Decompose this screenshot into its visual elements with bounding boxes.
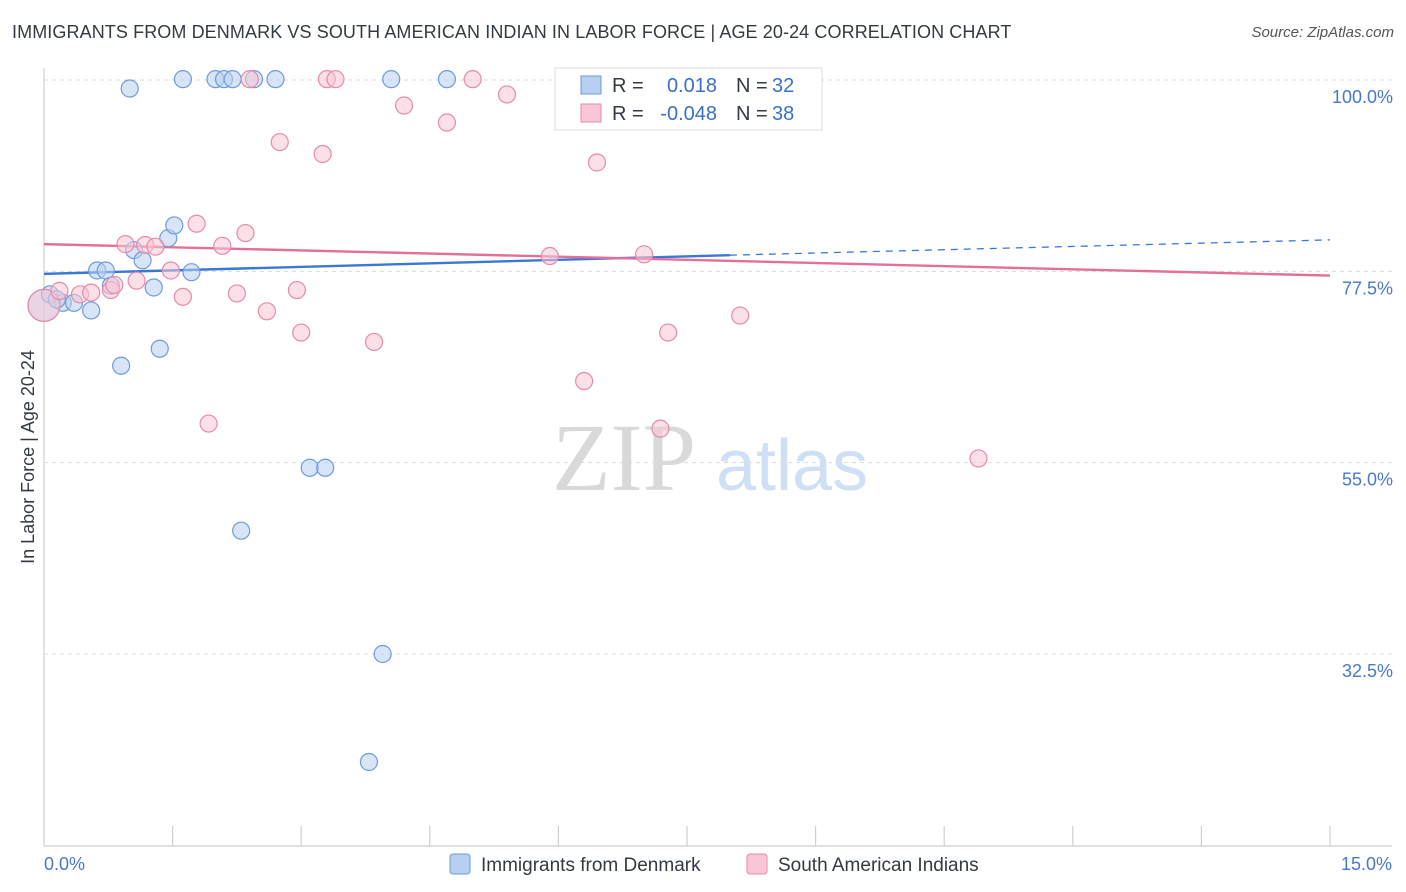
point-denmark (437, 70, 457, 89)
legend-swatch-pink (580, 103, 602, 123)
bottom-legend-swatch-blue (449, 853, 471, 875)
point-south-american-indian (463, 70, 482, 89)
point-south-american-indian (50, 281, 69, 300)
legend-n-label-pink: N = (736, 103, 768, 125)
point-south-american-indian (173, 287, 192, 306)
point-south-american-indian (364, 332, 384, 352)
point-south-american-indian (146, 237, 165, 256)
point-south-american-indian (105, 275, 124, 295)
point-south-american-indian (651, 419, 670, 438)
point-denmark (82, 301, 101, 320)
y-tick-label: 100.0% (1332, 87, 1393, 107)
bottom-legend-swatch-pink (746, 853, 768, 875)
point-south-american-indian (575, 371, 594, 391)
point-denmark (112, 356, 131, 375)
data-points (27, 70, 988, 772)
point-south-american-indian (540, 246, 559, 266)
point-south-american-indian (236, 223, 255, 243)
point-denmark (150, 339, 169, 358)
point-denmark (300, 458, 319, 477)
point-south-american-indian (287, 280, 307, 300)
legend-r-value-pink: -0.048 (660, 103, 717, 125)
point-denmark (120, 79, 139, 98)
watermark-atlas: atlas (716, 426, 868, 506)
point-denmark (232, 521, 251, 540)
point-denmark (382, 70, 401, 89)
x-tick-label-max: 15.0% (1341, 854, 1392, 874)
x-tick-label-min: 0.0% (44, 854, 85, 874)
point-denmark (316, 458, 335, 477)
point-south-american-indian (127, 271, 146, 290)
legend-n-value-pink: 38 (772, 103, 794, 125)
bottom-legend-label-blue: Immigrants from Denmark (481, 855, 701, 876)
point-south-american-indian (116, 235, 135, 254)
chart-source: Source: ZipAtlas.com (1251, 24, 1394, 41)
legend-n-label-blue: N = (736, 75, 768, 97)
point-south-american-indian (394, 96, 414, 115)
point-south-american-indian (587, 153, 607, 172)
point-south-american-indian (161, 261, 180, 280)
chart-title: IMMIGRANTS FROM DENMARK VS SOUTH AMERICA… (12, 22, 1012, 42)
point-denmark (223, 70, 242, 89)
point-south-american-indian (292, 323, 311, 342)
point-denmark (266, 70, 285, 89)
trend-line-blue-extension (729, 239, 1331, 256)
point-south-american-indian (635, 245, 654, 264)
point-denmark (373, 644, 392, 664)
point-south-american-indian (270, 132, 289, 152)
watermark-zip: ZIP (552, 404, 696, 511)
point-denmark (173, 70, 192, 89)
bottom-legend-label-pink: South American Indians (778, 855, 979, 876)
y-tick-label: 77.5% (1342, 278, 1393, 298)
point-south-american-indian (257, 302, 277, 321)
y-axis-label: In Labor Force | Age 20-24 (18, 350, 38, 564)
y-tick-label: 55.0% (1342, 470, 1393, 490)
trend-lines (43, 239, 1331, 277)
point-south-american-indian (82, 283, 101, 302)
point-south-american-indian (437, 113, 457, 132)
y-tick-label: 32.5% (1342, 661, 1393, 681)
trend-line-pink (43, 242, 1331, 277)
legend-r-value-blue: 0.018 (667, 75, 717, 97)
point-south-american-indian (199, 414, 218, 433)
gridlines (44, 79, 1392, 655)
point-south-american-indian (227, 284, 246, 303)
point-south-american-indian (187, 214, 206, 233)
legend-swatch-blue (580, 75, 602, 95)
legend-r-label-pink: R = (612, 103, 644, 125)
point-denmark (165, 216, 184, 235)
point-south-american-indian (659, 323, 678, 342)
y-tick-labels: 100.0% 77.5% 55.0% 32.5% (1332, 87, 1393, 681)
point-south-american-indian (969, 449, 988, 468)
point-south-american-indian (240, 70, 259, 89)
point-south-american-indian (213, 236, 232, 255)
point-south-american-indian (497, 85, 517, 104)
point-denmark (359, 752, 379, 772)
point-denmark (182, 263, 201, 282)
point-south-american-indian (27, 288, 61, 322)
x-axis-ticks (172, 826, 1331, 846)
legend-n-value-blue: 32 (772, 75, 794, 97)
point-south-american-indian (731, 306, 750, 325)
point-south-american-indian (326, 70, 345, 89)
legend-r-label-blue: R = (612, 75, 644, 97)
series-legend: Immigrants from Denmark South American I… (449, 853, 979, 876)
point-denmark (144, 278, 163, 297)
point-denmark (133, 251, 152, 270)
stats-legend: R = 0.018 N = 32 R = -0.048 N = 38 (554, 67, 823, 131)
point-south-american-indian (313, 144, 332, 164)
